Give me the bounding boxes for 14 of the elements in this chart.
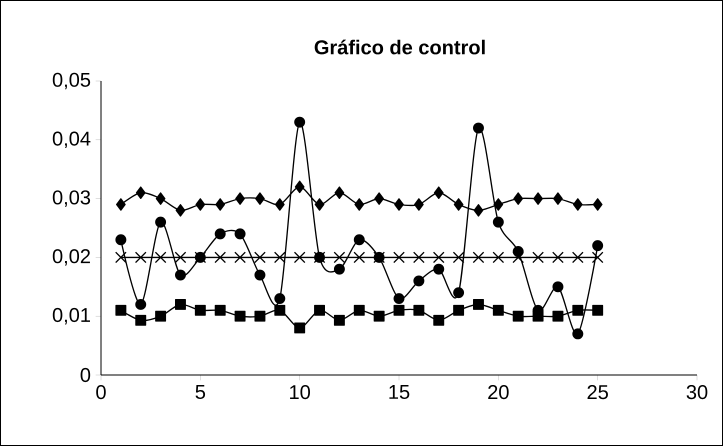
y-tick-label: 0,01 bbox=[52, 308, 90, 324]
x-tick-label: 20 bbox=[488, 385, 509, 400]
chart-title: Gráfico de control bbox=[314, 40, 485, 54]
x-tick-label: 10 bbox=[290, 385, 310, 400]
y-tick-label: 0 bbox=[80, 368, 90, 382]
x-tick-label: 5 bbox=[196, 385, 206, 399]
x-tick-label: 15 bbox=[389, 385, 410, 399]
x-tick-label: 25 bbox=[588, 385, 608, 400]
x-tick-label: 30 bbox=[686, 385, 708, 400]
y-tick-label: 0,05 bbox=[52, 72, 90, 90]
y-tick-label: 0,04 bbox=[52, 132, 90, 148]
y-tick-label: 0,03 bbox=[52, 190, 90, 207]
y-tick-label: 0,02 bbox=[52, 249, 90, 266]
x-tick-label: 0 bbox=[96, 385, 106, 400]
